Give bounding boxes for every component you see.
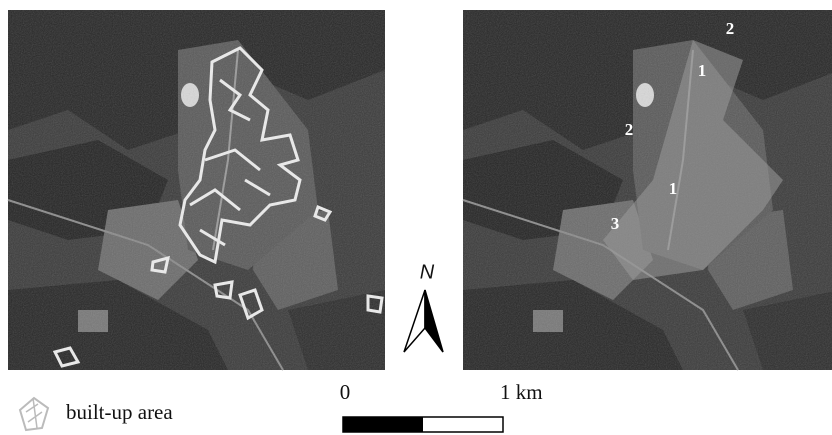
- legend-label: built-up area: [66, 400, 173, 424]
- figure: 2 1 2 1 3 N 0 1 km built-up area: [0, 0, 832, 435]
- map-figure: 2 1 2 1 3 N 0 1 km built-up area: [0, 0, 832, 435]
- region-label: 2: [726, 19, 735, 38]
- north-arrow: N: [404, 261, 443, 352]
- region-label: 2: [625, 120, 634, 139]
- right-satellite-image: [463, 10, 832, 370]
- region-label: 1: [669, 179, 678, 198]
- legend: built-up area: [20, 398, 173, 430]
- north-label: N: [420, 261, 435, 283]
- region-label: 1: [698, 61, 707, 80]
- scale-start: 0: [340, 380, 351, 404]
- scale-end: 1 km: [500, 380, 543, 404]
- region-label: 3: [611, 214, 620, 233]
- scale-bar: 0 1 km: [340, 380, 543, 432]
- left-satellite-image: [8, 10, 385, 370]
